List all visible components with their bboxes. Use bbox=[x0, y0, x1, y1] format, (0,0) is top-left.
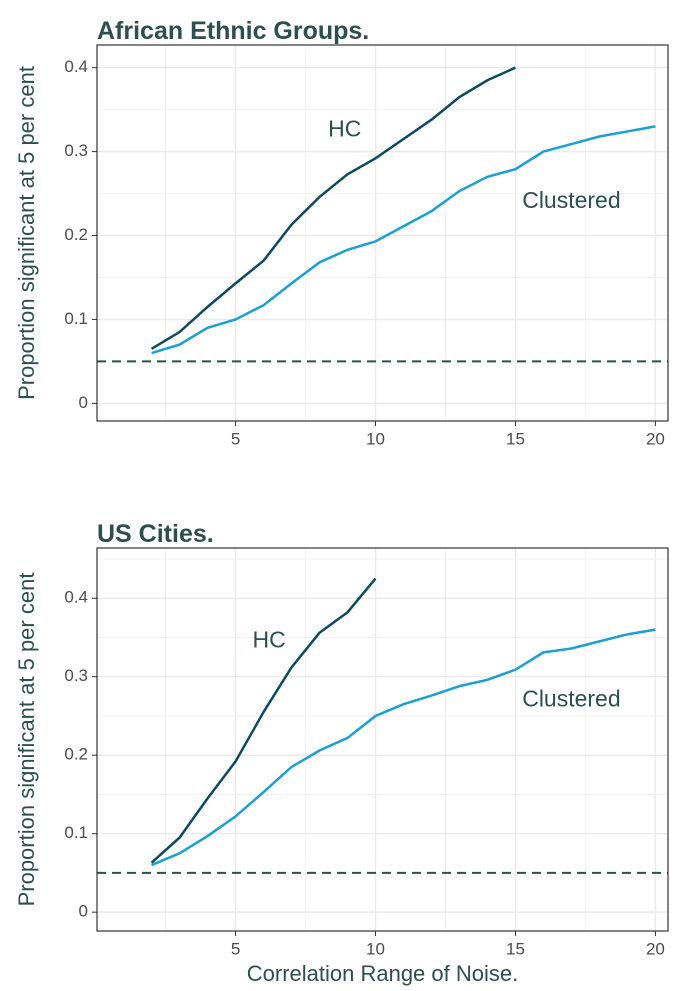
x-tick-label: 5 bbox=[231, 939, 240, 958]
plot-border bbox=[96, 44, 669, 422]
chart-title: African Ethnic Groups. bbox=[97, 17, 369, 45]
x-tick-label: 15 bbox=[506, 939, 525, 958]
y-tick-label: 0.3 bbox=[64, 141, 88, 160]
y-axis-label: Proportion significant at 5 per cent bbox=[14, 66, 39, 400]
y-tick-label: 0 bbox=[79, 902, 88, 921]
annotation: HC bbox=[253, 626, 286, 652]
y-tick-label: 0.4 bbox=[64, 57, 88, 76]
series-line bbox=[150, 577, 377, 864]
x-tick-label: 10 bbox=[366, 429, 385, 448]
annotation: Clustered bbox=[522, 187, 620, 213]
x-tick-label: 20 bbox=[646, 429, 665, 448]
series-line bbox=[150, 66, 516, 350]
y-tick-label: 0 bbox=[79, 393, 88, 412]
y-tick-label: 0.3 bbox=[64, 666, 88, 685]
y-tick-label: 0.2 bbox=[64, 225, 88, 244]
y-axis-label: Proportion significant at 5 per cent bbox=[14, 573, 39, 907]
series-line bbox=[151, 628, 656, 867]
annotation: Clustered bbox=[522, 685, 620, 711]
annotation: HC bbox=[328, 116, 361, 142]
x-tick-label: 10 bbox=[366, 939, 385, 958]
y-tick-label: 0.4 bbox=[64, 588, 88, 607]
x-tick-label: 20 bbox=[646, 939, 665, 958]
x-tick-label: 15 bbox=[506, 429, 525, 448]
x-axis-label: Correlation Range of Noise. bbox=[247, 961, 518, 986]
x-tick-label: 5 bbox=[231, 429, 240, 448]
y-tick-label: 0.1 bbox=[64, 823, 88, 842]
y-tick-label: 0.2 bbox=[64, 745, 88, 764]
chart-title: US Cities. bbox=[97, 520, 214, 548]
y-tick-label: 0.1 bbox=[64, 309, 88, 328]
series-line bbox=[151, 125, 656, 355]
plot-border bbox=[96, 547, 669, 932]
